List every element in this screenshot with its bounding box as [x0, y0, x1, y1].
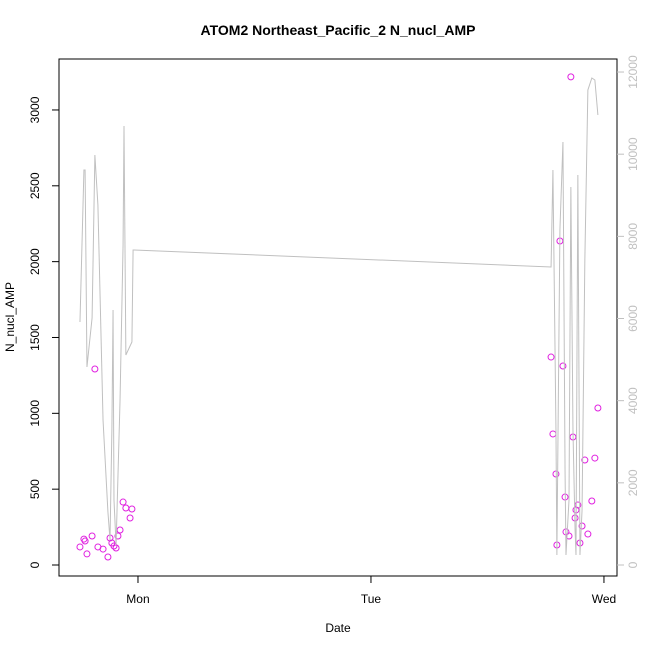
data-point: [88, 532, 96, 540]
data-point: [594, 404, 602, 412]
data-point: [104, 553, 112, 561]
data-point: [76, 543, 84, 551]
data-point: [581, 456, 589, 464]
x-tick-label: Wed: [592, 592, 616, 606]
data-point: [591, 454, 599, 462]
y-axis-label: N_nucl_AMP: [3, 282, 17, 352]
y2-tick-label: 6000: [626, 305, 640, 332]
data-point: [126, 514, 134, 522]
y2-tick-label: 8000: [626, 223, 640, 250]
y-tick-label: 2500: [28, 172, 42, 199]
data-point: [119, 498, 127, 506]
plot-frame: [58, 58, 618, 577]
data-point: [547, 353, 555, 361]
y2-tick-label: 4000: [626, 387, 640, 414]
data-point: [559, 362, 567, 370]
x-tick-label: Mon: [126, 592, 149, 606]
y-tick-label: 2000: [28, 248, 42, 275]
data-point: [114, 532, 122, 540]
data-point: [99, 545, 107, 553]
y-tick-label: 1000: [28, 400, 42, 427]
y2-tick-label: 0: [626, 561, 640, 568]
y2-tick-label: 12000: [626, 55, 640, 89]
data-point: [81, 537, 89, 545]
x-tick-label: Tue: [361, 592, 382, 606]
y2-tick-label: 10000: [626, 137, 640, 171]
data-point: [588, 497, 596, 505]
y-tick-label: 0: [28, 561, 42, 568]
chart-title: ATOM2 Northeast_Pacific_2 N_nucl_AMP: [201, 22, 476, 38]
y2-tick-label: 2000: [626, 469, 640, 496]
data-point: [110, 542, 118, 550]
data-point: [112, 544, 120, 552]
data-point: [578, 522, 586, 530]
data-line: [79, 77, 599, 556]
data-point: [83, 550, 91, 558]
y-tick-label: 1500: [28, 324, 42, 351]
data-point: [567, 73, 575, 81]
data-point: [584, 530, 592, 538]
data-point: [116, 526, 124, 534]
y-tick-label: 500: [28, 479, 42, 499]
x-axis-label: Date: [325, 621, 351, 635]
y-tick-label: 3000: [28, 96, 42, 123]
data-point: [91, 365, 99, 373]
data-point: [128, 505, 136, 513]
